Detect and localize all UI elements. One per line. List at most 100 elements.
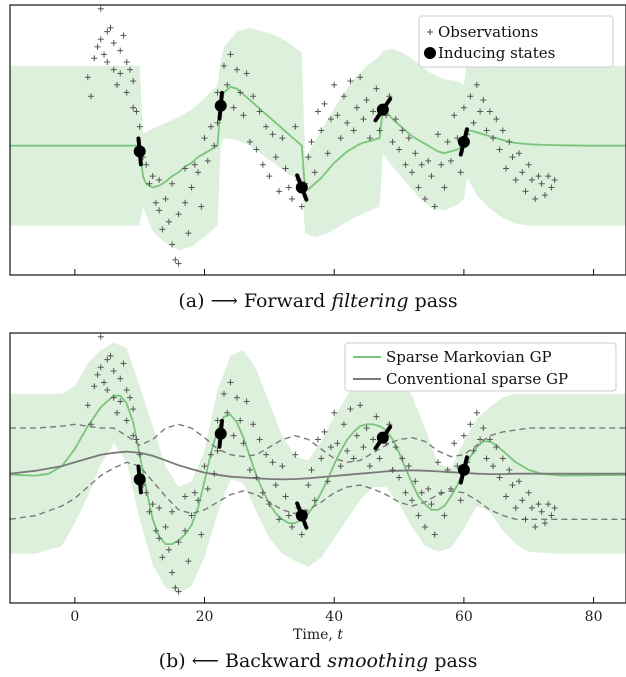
observation-point	[169, 508, 176, 515]
observation-point	[172, 584, 179, 591]
observation-point	[451, 440, 458, 447]
observation-point	[272, 154, 279, 161]
observation-point	[315, 108, 321, 115]
observation-point	[334, 440, 341, 447]
observation-point	[97, 5, 104, 12]
observation-point	[428, 173, 435, 180]
observation-point	[486, 108, 493, 115]
legend-observations-label: Observations	[438, 23, 538, 41]
observation-point	[253, 146, 260, 153]
observation-point	[538, 508, 545, 515]
observation-point	[126, 66, 133, 73]
observation-point	[292, 451, 299, 458]
observation-point	[214, 417, 221, 424]
observation-point	[195, 169, 202, 176]
observation-point	[548, 512, 555, 519]
observation-point	[185, 558, 192, 565]
observation-point	[444, 466, 451, 473]
observation-point	[182, 199, 189, 206]
observation-point	[94, 371, 101, 378]
observation-point	[370, 436, 377, 443]
observation-point	[370, 108, 377, 115]
observation-point	[214, 447, 221, 454]
observation-point	[457, 497, 464, 504]
observation-point	[360, 116, 367, 123]
observation-point	[220, 62, 227, 69]
observation-point	[305, 154, 312, 161]
observation-point	[175, 260, 182, 267]
observation-point	[104, 59, 111, 66]
observation-point	[473, 409, 480, 416]
observation-point	[159, 226, 166, 233]
observation-point	[230, 432, 237, 439]
observation-point	[107, 352, 114, 359]
observation-point	[493, 444, 500, 451]
observation-point	[541, 192, 548, 199]
plot-frame-b	[9, 332, 626, 604]
inducing-state-point	[457, 127, 470, 157]
observation-point	[480, 425, 487, 432]
observation-point	[340, 93, 347, 100]
legend-box-top	[418, 15, 614, 68]
mean-line-a	[10, 85, 626, 191]
conventional-mean-line-b	[10, 450, 626, 481]
observation-point	[305, 482, 312, 489]
observation-point	[211, 470, 218, 477]
observation-point	[279, 135, 286, 142]
observation-point	[269, 131, 276, 138]
observation-point	[110, 66, 117, 73]
observation-point	[353, 432, 360, 439]
observation-point	[532, 523, 539, 530]
observation-point	[347, 78, 354, 85]
observation-point	[327, 444, 334, 451]
observation-point	[315, 436, 321, 443]
observation-point	[120, 360, 127, 367]
observation-point	[204, 157, 211, 164]
observation-point	[107, 24, 114, 31]
observation-point	[418, 161, 425, 168]
observation-point	[496, 474, 503, 481]
observation-point	[392, 444, 399, 451]
observation-point	[409, 169, 416, 176]
observation-point	[279, 463, 286, 470]
observation-point	[357, 402, 364, 409]
observation-point	[363, 97, 370, 104]
observation-point	[130, 104, 137, 111]
observation-point	[470, 447, 477, 454]
observation-point	[525, 489, 532, 496]
observation-point	[237, 89, 244, 96]
observation-point	[405, 463, 412, 470]
observation-point	[486, 436, 493, 443]
observation-point	[318, 127, 325, 134]
observation-point	[224, 81, 231, 88]
observation-point	[84, 402, 91, 409]
observation-point	[136, 123, 143, 130]
observation-point	[457, 169, 464, 176]
observation-point	[143, 489, 150, 496]
observation-point	[250, 421, 257, 428]
observation-point	[123, 89, 130, 96]
observation-point	[522, 516, 529, 523]
observation-point	[447, 157, 454, 164]
observation-point	[389, 466, 396, 473]
inducing-state-point	[373, 96, 393, 123]
observation-point	[350, 127, 357, 134]
observation-point	[133, 108, 140, 115]
observation-point	[396, 474, 403, 481]
observation-point	[263, 123, 270, 130]
observation-point	[516, 478, 523, 485]
observation-point	[344, 447, 351, 454]
observation-point	[428, 501, 435, 508]
observation-point	[117, 398, 124, 405]
observation-point	[350, 455, 357, 462]
legend-inducing-label: Inducing states	[438, 44, 555, 62]
observation-point	[97, 333, 104, 340]
observation-point	[198, 203, 205, 210]
observation-point	[253, 474, 260, 481]
observation-point	[477, 108, 484, 115]
observation-point	[366, 463, 373, 470]
observation-point	[188, 512, 195, 519]
observation-point	[425, 157, 432, 164]
observation-point	[519, 169, 526, 176]
observation-point	[149, 173, 156, 180]
